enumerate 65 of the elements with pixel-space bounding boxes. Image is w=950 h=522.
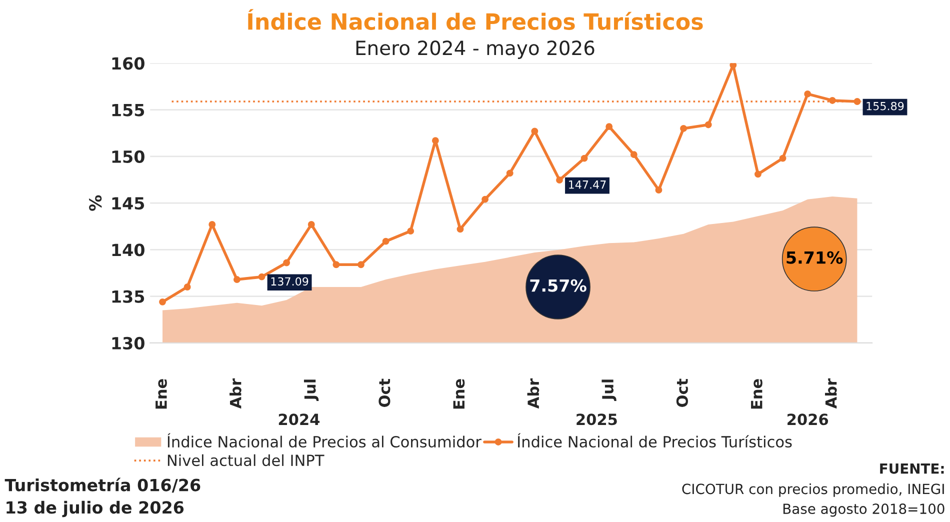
x-tick-label: Oct	[676, 378, 688, 407]
y-tick-label: 135	[112, 290, 144, 303]
point	[804, 90, 812, 98]
point	[308, 221, 315, 228]
y-tick-label: 150	[112, 150, 144, 163]
point	[730, 63, 737, 68]
text: 2024	[278, 414, 320, 426]
point	[556, 176, 563, 184]
point	[506, 170, 514, 177]
point	[456, 226, 464, 233]
point	[630, 151, 638, 158]
x-tick-label: Ene	[751, 379, 762, 409]
legend-label: Nivel actual del INPT	[168, 454, 324, 466]
point	[432, 137, 439, 144]
point	[233, 276, 240, 284]
x-tick-label: Jul	[304, 380, 319, 402]
text: Base agosto 2018=100	[783, 504, 944, 517]
annotation: 7.57%	[530, 279, 586, 292]
point	[655, 186, 662, 194]
x-tick-label: Ene	[156, 379, 167, 409]
legend-label: Índice Nacional de Precios Turísticos	[518, 433, 792, 448]
point	[482, 196, 489, 203]
y-tick-label: 155	[112, 104, 144, 116]
point	[854, 98, 861, 105]
point	[680, 124, 688, 132]
point	[382, 238, 390, 245]
data-label: 155.89	[866, 102, 904, 110]
point	[828, 96, 836, 104]
x-tick-label: Abr	[825, 378, 837, 409]
y-axis-title: %	[89, 195, 102, 211]
point	[283, 259, 290, 266]
point	[606, 123, 613, 130]
point	[332, 261, 340, 268]
annotation: 5.71%	[786, 251, 843, 264]
point	[358, 261, 364, 268]
point	[704, 121, 712, 128]
text: 2025	[576, 414, 617, 426]
point	[208, 221, 216, 228]
x-tick-label: Jul	[602, 380, 616, 402]
y-tick-label: 160	[112, 57, 144, 70]
data-label: 147.47	[569, 180, 606, 189]
x-tick-label: Abr	[230, 378, 242, 409]
point	[779, 154, 786, 162]
x-tick-label: Oct	[378, 378, 390, 407]
y-tick-label: 145	[112, 197, 144, 210]
y-tick-label: 140	[112, 244, 144, 256]
data-label: 137.09	[271, 277, 308, 286]
point	[184, 284, 191, 290]
legend-label: Índice Nacional de Precios al Consumidor	[168, 433, 482, 448]
text: 13 de julio de 2026	[6, 500, 184, 518]
text: CICOTUR con precios promedio, INEGI	[682, 483, 944, 497]
point	[159, 298, 166, 306]
text: 2026	[788, 414, 828, 426]
point	[580, 154, 588, 162]
chart-title: Índice Nacional de Precios Turísticos	[248, 9, 703, 30]
y-tick-label: 130	[112, 336, 144, 350]
point	[258, 273, 266, 280]
point	[754, 170, 762, 178]
x-tick-label: Abr	[527, 378, 540, 409]
chart-subtitle: Enero 2024 - mayo 2026	[356, 40, 594, 59]
point	[531, 128, 538, 135]
point	[407, 228, 414, 235]
text: Turistometría 016/26	[4, 478, 200, 493]
source-note: FUENTE:	[880, 464, 944, 474]
x-tick-label: Ene	[453, 379, 465, 409]
